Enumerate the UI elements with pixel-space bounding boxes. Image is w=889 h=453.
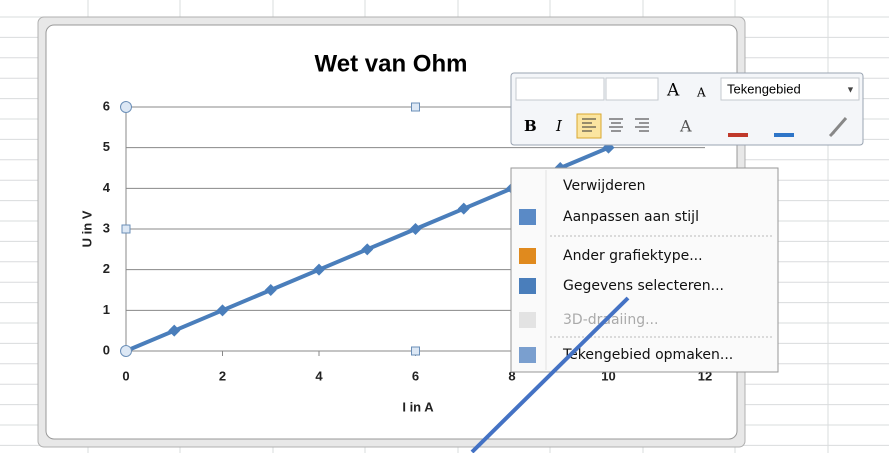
x-axis-label: I in A <box>402 399 434 414</box>
menu-icon <box>519 312 536 328</box>
x-tick-label: 8 <box>508 368 515 383</box>
point-marker <box>168 324 181 337</box>
menu-icon <box>519 347 536 363</box>
annotation-arrow <box>470 296 630 453</box>
selection-handle <box>120 101 132 113</box>
format-painter[interactable] <box>828 117 848 138</box>
x-tick-label: 0 <box>122 368 129 383</box>
font-box[interactable] <box>515 77 605 101</box>
menu-item[interactable]: Verwijderen <box>563 178 646 194</box>
y-tick-label: 3 <box>103 220 110 235</box>
selection-handle <box>120 345 132 357</box>
grow-font[interactable]: A <box>666 81 680 101</box>
italic-button[interactable]: I <box>555 117 563 135</box>
y-tick-label: 5 <box>103 139 110 154</box>
menu-icon <box>519 209 536 225</box>
point-marker <box>313 263 325 276</box>
size-box[interactable] <box>605 77 659 101</box>
y-axis-label: U in V <box>79 210 94 247</box>
selection-handle <box>411 102 420 112</box>
selection-handle <box>411 346 420 356</box>
y-tick-label: 1 <box>103 302 110 317</box>
point-marker <box>361 243 374 256</box>
mini-toolbar: A A Tekengebied ▼ B I A <box>510 72 864 146</box>
menu-item[interactable]: Aanpassen aan stijl <box>563 209 699 225</box>
fill-color-icon[interactable] <box>728 133 748 137</box>
menu-icon <box>519 248 536 264</box>
menu-item[interactable]: Ander grafiektype... <box>563 248 703 264</box>
x-tick-label: 2 <box>219 368 226 383</box>
point-marker <box>457 202 470 215</box>
point-marker <box>264 284 277 296</box>
menu-item[interactable]: Tekengebied opmaken... <box>562 347 733 363</box>
chart-title: Wet van Ohm <box>315 50 468 77</box>
x-tick-label: 4 <box>315 368 323 383</box>
menu-icon <box>519 278 536 294</box>
shrink-font[interactable]: A <box>696 86 706 100</box>
y-tick-label: 4 <box>103 180 111 195</box>
y-tick-label: 2 <box>103 261 110 276</box>
line-color-icon[interactable] <box>774 133 794 137</box>
menu-item[interactable]: Gegevens selecteren... <box>563 278 724 294</box>
dropdown-arrow: ▼ <box>846 84 855 94</box>
y-tick-label: 6 <box>103 98 110 113</box>
selection-handle <box>121 224 131 234</box>
context-menu: Verwijderen Aanpassen aan stijl Ander graf… <box>510 167 779 373</box>
font-color-button[interactable]: A <box>679 117 692 136</box>
align-buttons[interactable] <box>576 113 649 139</box>
bold-button[interactable]: B <box>524 117 537 135</box>
y-tick-label: 0 <box>103 342 110 357</box>
menu-panel <box>510 167 779 373</box>
element-box[interactable] <box>720 77 860 101</box>
point-marker <box>216 304 229 317</box>
x-tick-label: 6 <box>412 368 419 383</box>
menu-item: 3D-draaiing... <box>563 312 658 328</box>
element-name: Tekengebied <box>727 81 801 96</box>
point-marker <box>409 223 422 235</box>
